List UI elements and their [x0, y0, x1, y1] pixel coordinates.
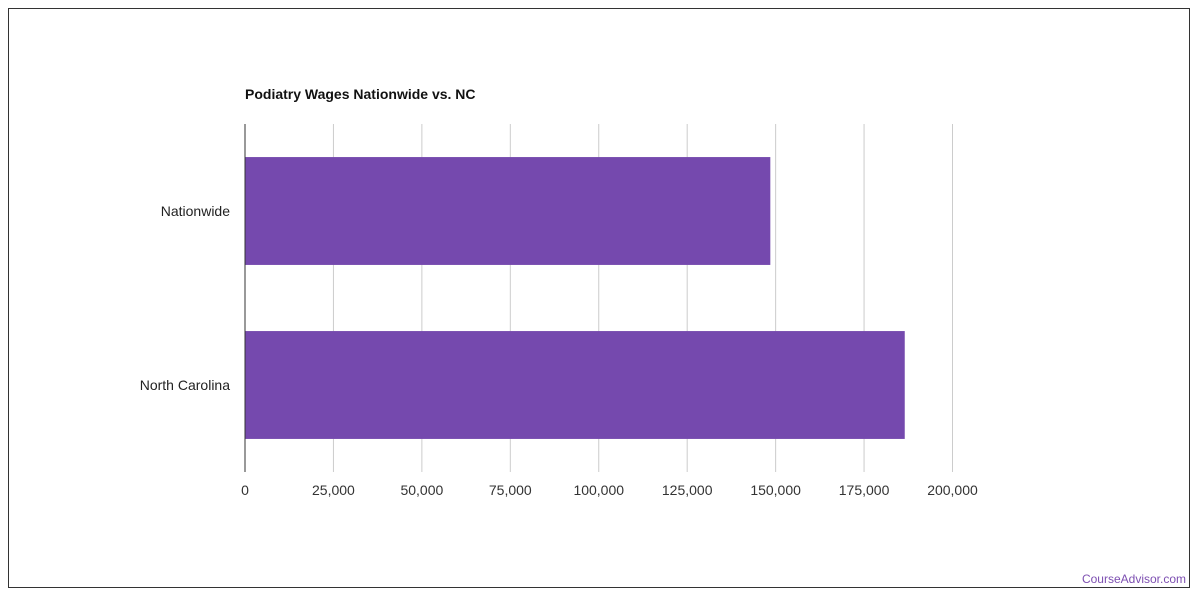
x-tick-label: 125,000	[662, 482, 713, 498]
chart-title: Podiatry Wages Nationwide vs. NC	[245, 86, 476, 102]
x-tick-label: 25,000	[312, 482, 355, 498]
category-label: North Carolina	[140, 377, 230, 393]
x-tick-label: 50,000	[400, 482, 443, 498]
x-tick-label: 75,000	[489, 482, 532, 498]
x-tick-label: 150,000	[750, 482, 801, 498]
bar[interactable]	[245, 157, 771, 265]
x-tick-label: 0	[241, 482, 249, 498]
x-tick-label: 200,000	[927, 482, 978, 498]
x-tick-label: 100,000	[573, 482, 624, 498]
x-tick-labels: 0 25,000 50,000 75,000 100,000 125,000 150,000…	[241, 482, 978, 498]
watermark-link[interactable]: CourseAdvisor.com	[1081, 572, 1186, 586]
category-labels: Nationwide North Carolina	[140, 203, 230, 393]
bars	[245, 157, 905, 439]
x-tick-label: 175,000	[839, 482, 890, 498]
category-label: Nationwide	[161, 203, 230, 219]
bar[interactable]	[245, 331, 905, 439]
